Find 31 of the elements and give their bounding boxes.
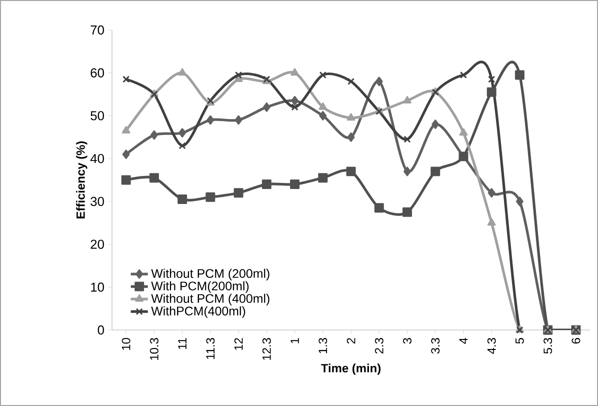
x-tick-label: 12.3 bbox=[262, 338, 271, 360]
x-tick-label: 1.3 bbox=[318, 338, 328, 354]
legend-label: Without PCM (200ml) bbox=[151, 268, 270, 280]
y-tick-label: 50 bbox=[90, 111, 104, 120]
y-tick-label: 10 bbox=[91, 282, 104, 292]
x-tick-label: 4 bbox=[459, 338, 468, 344]
x-tick-label: 5.3 bbox=[544, 338, 552, 354]
y-tick-label: 0 bbox=[98, 325, 104, 335]
x-tick-label: 3 bbox=[403, 338, 412, 344]
x-tick-label: 10.3 bbox=[150, 338, 158, 360]
legend-label: Without PCM (400ml) bbox=[151, 294, 270, 306]
x-tick-label: 12 bbox=[234, 338, 243, 350]
y-tick-label: 30 bbox=[90, 196, 104, 206]
x-axis-title: Time (min) bbox=[321, 364, 381, 375]
legend-label: With PCM(200ml) bbox=[151, 281, 249, 293]
x-tick-label: 4.3 bbox=[487, 338, 496, 354]
y-tick-label: 60 bbox=[90, 68, 104, 78]
x-tick-label: 11.3 bbox=[206, 338, 215, 359]
y-tick-label: 40 bbox=[90, 154, 104, 164]
x-tick-label: 2 bbox=[346, 338, 356, 344]
x-tick-label: 1 bbox=[290, 338, 299, 344]
x-tick-label: 5 bbox=[516, 338, 524, 344]
x-tick-label: 6 bbox=[572, 338, 580, 344]
x-tick-label: 11 bbox=[178, 338, 186, 350]
legend-label: WithPCM(400ml) bbox=[151, 306, 246, 318]
y-tick-label: 70 bbox=[90, 25, 104, 35]
x-tick-label: 3.3 bbox=[431, 338, 440, 354]
x-tick-label: 2.3 bbox=[374, 338, 384, 354]
y-axis-title: Efficiency (%) bbox=[76, 141, 88, 218]
x-tick-label: 10 bbox=[122, 338, 130, 350]
y-tick-label: 20 bbox=[90, 240, 104, 249]
